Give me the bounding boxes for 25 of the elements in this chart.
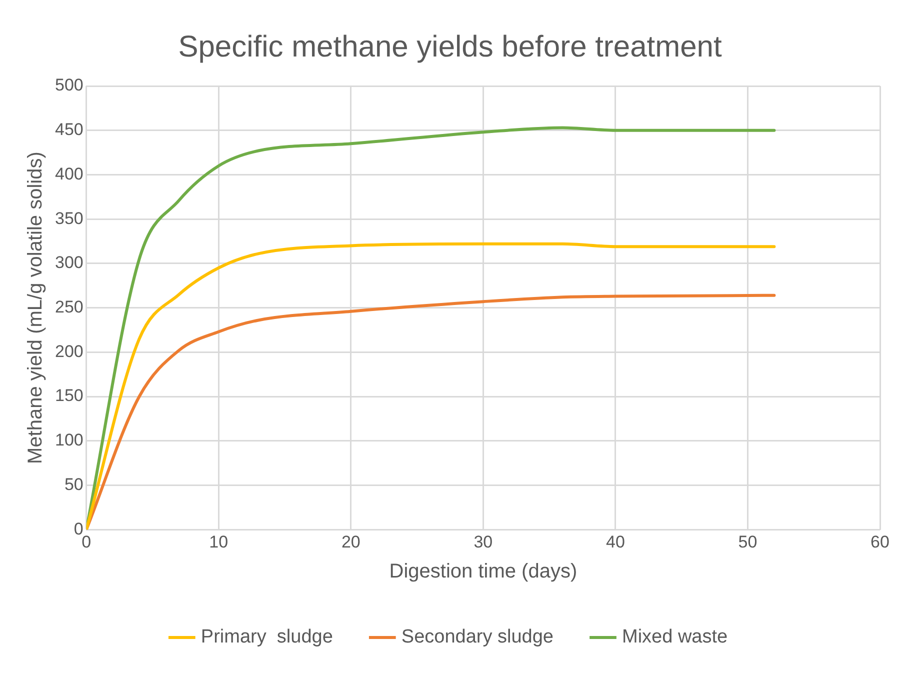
legend-label: Primary sludge [200, 626, 333, 648]
y-axis-title: Methane yield (mL/g volatile solids) [24, 152, 47, 464]
line-series [86, 294, 776, 530]
x-tick-label: 10 [209, 532, 228, 552]
y-tick-label: 200 [54, 342, 84, 361]
y-tick-label: 500 [54, 76, 84, 95]
y-tick-label: 50 [64, 474, 84, 494]
x-tick-label: 30 [474, 532, 493, 552]
y-tick-label: 150 [54, 386, 84, 406]
x-tick-label: 50 [738, 532, 758, 552]
y-tick-label: 0 [74, 519, 84, 538]
y-tick-label: 250 [54, 297, 84, 316]
legend-label: Secondary sludge [401, 626, 554, 648]
x-tick-label: 20 [341, 532, 360, 552]
line-series [86, 242, 776, 530]
y-tick-label: 350 [54, 208, 84, 228]
y-tick-label: 400 [54, 164, 84, 184]
y-tick-label: 450 [54, 120, 84, 140]
y-tick-label: 100 [54, 430, 84, 450]
x-tick-label: 40 [606, 532, 625, 552]
x-tick-label: 60 [870, 532, 890, 552]
y-tick-label: 300 [54, 253, 84, 272]
legend-label: Mixed waste [622, 626, 728, 648]
chart-title: Specific methane yields before treatment [178, 30, 722, 64]
x-axis-title: Digestion time (days) [389, 560, 578, 583]
